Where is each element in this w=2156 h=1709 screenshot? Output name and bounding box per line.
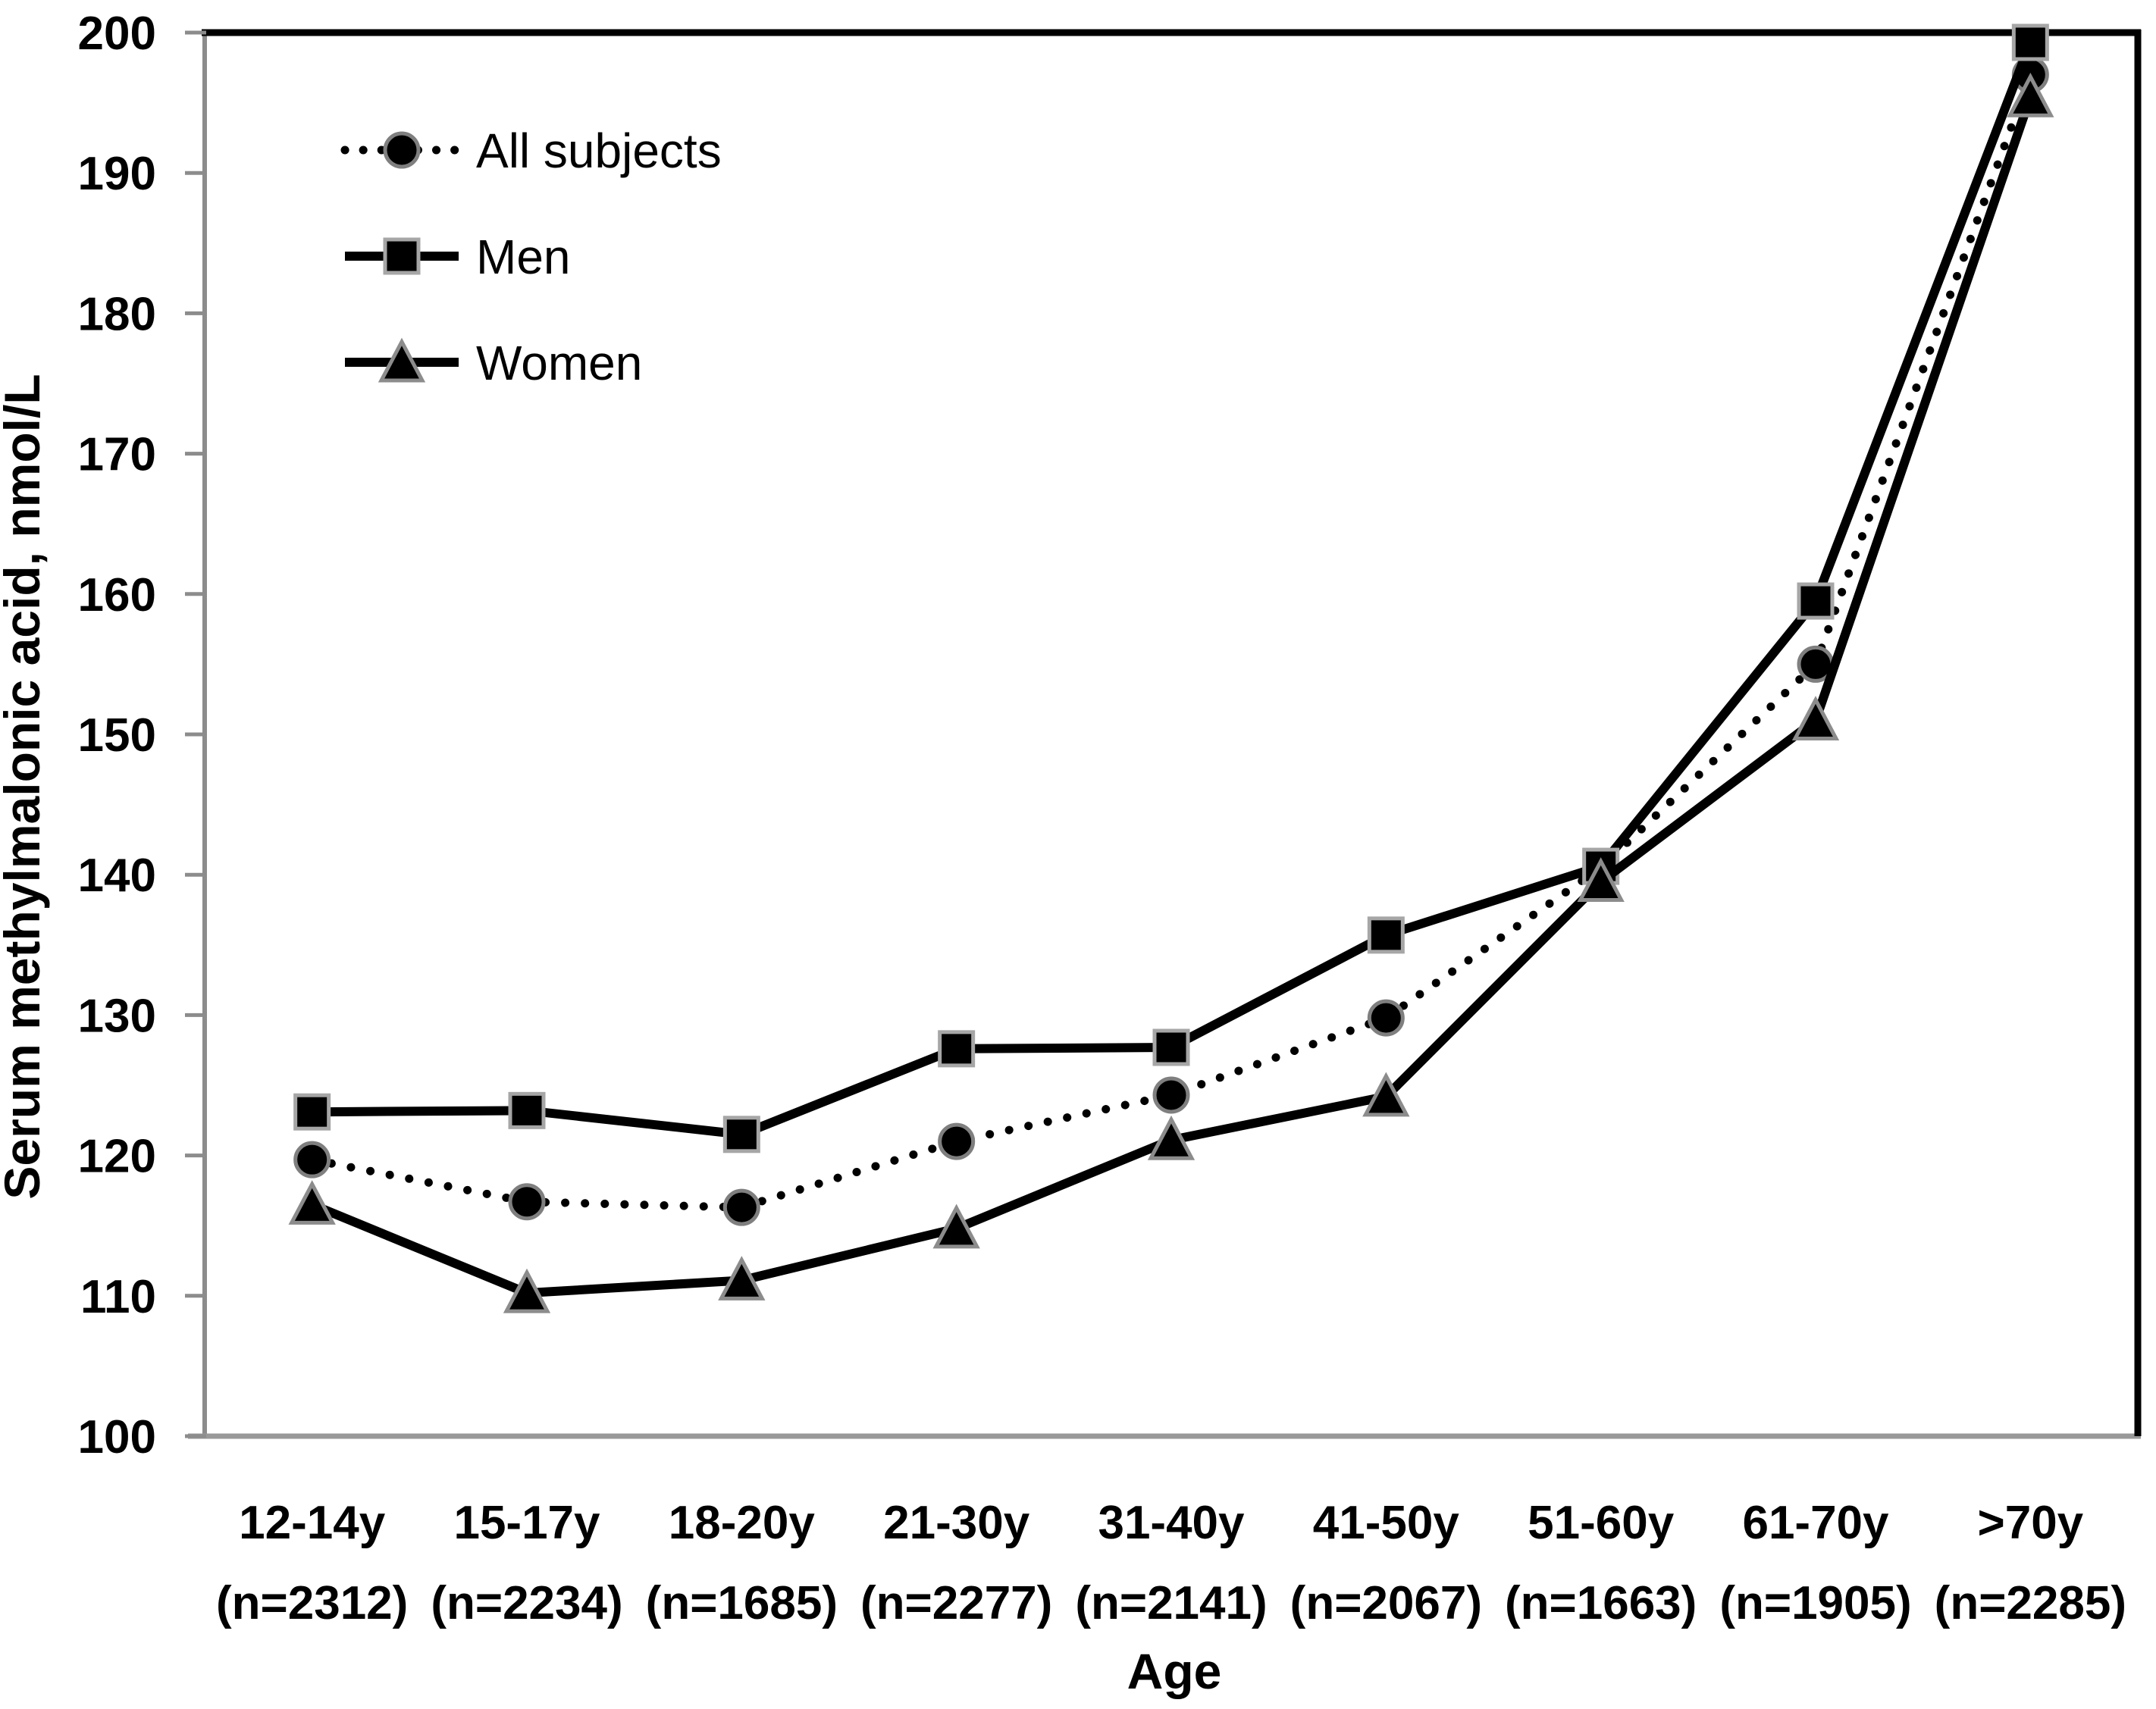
series-all-subjects-marker xyxy=(938,1122,976,1160)
x-category-label: 18-20y xyxy=(669,1497,816,1549)
series-all-subjects-marker xyxy=(722,1188,760,1226)
legend-men-marker xyxy=(383,237,421,275)
y-tick-label: 160 xyxy=(78,569,156,621)
series-all-subjects-marker xyxy=(1152,1076,1190,1114)
x-category-label: >70y xyxy=(1978,1497,2084,1549)
x-category-n-label: (n=1905) xyxy=(1719,1577,1911,1629)
legend-item-women: Women xyxy=(345,336,642,390)
y-tick-label: 130 xyxy=(78,990,156,1042)
x-category-label: 61-70y xyxy=(1742,1497,1889,1549)
x-category-n-label: (n=1685) xyxy=(646,1577,838,1629)
x-category-n-label: (n=2067) xyxy=(1290,1577,1482,1629)
y-tick-label: 150 xyxy=(78,709,156,762)
legend-women-marker xyxy=(378,337,426,383)
x-category-n-label: (n=2277) xyxy=(860,1577,1052,1629)
legend-label: Men xyxy=(476,230,571,284)
legend-label: Women xyxy=(476,336,642,390)
y-tick-label: 140 xyxy=(78,850,156,902)
x-category-n-label: (n=2312) xyxy=(216,1577,408,1629)
series-men-marker xyxy=(722,1116,760,1153)
axes-layer: 100 110 120 130 140 150 160 170 180 190 200 12-14y (… xyxy=(78,8,2142,1629)
series-men-marker xyxy=(1797,582,1835,620)
y-axis-title: Serum methylmalonic acid, nmol/L xyxy=(0,374,50,1199)
legend: All subjects Men Women xyxy=(340,124,722,390)
series-all-subjects-marker xyxy=(1367,999,1405,1037)
series-women-marker xyxy=(288,1180,336,1225)
series-all-subjects-marker xyxy=(293,1141,331,1178)
series-women-marker xyxy=(503,1268,551,1313)
series-women-marker xyxy=(718,1256,766,1301)
series-women-marker xyxy=(1147,1115,1196,1160)
x-category-label: 21-30y xyxy=(883,1497,1030,1549)
x-category-label: 31-40y xyxy=(1098,1497,1245,1549)
series-men-marker xyxy=(508,1091,546,1129)
x-axis-title: Age xyxy=(1127,1643,1222,1699)
series-all-subjects-line xyxy=(308,70,2035,1212)
x-category-label: 51-60y xyxy=(1528,1497,1675,1549)
series-men-line xyxy=(312,40,2035,1139)
x-category-n-label: (n=2234) xyxy=(431,1577,622,1629)
series-women-marker xyxy=(1577,857,1625,902)
series-all-subjects-marker xyxy=(508,1183,546,1221)
legend-item-men: Men xyxy=(345,230,571,284)
y-tick-label: 170 xyxy=(78,429,156,481)
series-men-marker xyxy=(1152,1028,1190,1066)
series-men-marker xyxy=(1367,916,1405,954)
series-men xyxy=(293,23,2049,1153)
x-category-label: 41-50y xyxy=(1313,1497,1460,1549)
x-category-label: 15-17y xyxy=(453,1497,600,1549)
series-women-marker xyxy=(1791,696,1840,740)
series-men-marker xyxy=(293,1093,331,1131)
series-women xyxy=(288,72,2054,1313)
series-women-marker xyxy=(1362,1072,1410,1117)
series-women-marker xyxy=(2007,72,2054,117)
legend-label: All subjects xyxy=(476,124,722,178)
legend-item-all-subjects: All subjects xyxy=(340,124,722,178)
series-layer xyxy=(288,23,2054,1313)
y-tick-label: 120 xyxy=(78,1131,156,1183)
y-tick-label: 100 xyxy=(78,1411,156,1463)
x-category-label: 12-14y xyxy=(239,1497,386,1549)
y-tick-label: 190 xyxy=(78,148,156,200)
legend-all-subjects-marker xyxy=(383,131,421,169)
x-category-n-label: (n=1663) xyxy=(1505,1577,1697,1629)
y-tick-label: 110 xyxy=(80,1271,156,1323)
series-men-marker xyxy=(938,1030,976,1068)
series-men-marker xyxy=(2011,23,2049,61)
series-women-marker xyxy=(932,1203,980,1249)
y-tick-label: 200 xyxy=(78,8,156,60)
y-tick-label: 180 xyxy=(78,288,156,340)
x-category-n-label: (n=2141) xyxy=(1075,1577,1267,1629)
x-category-n-label: (n=2285) xyxy=(1935,1577,2126,1629)
